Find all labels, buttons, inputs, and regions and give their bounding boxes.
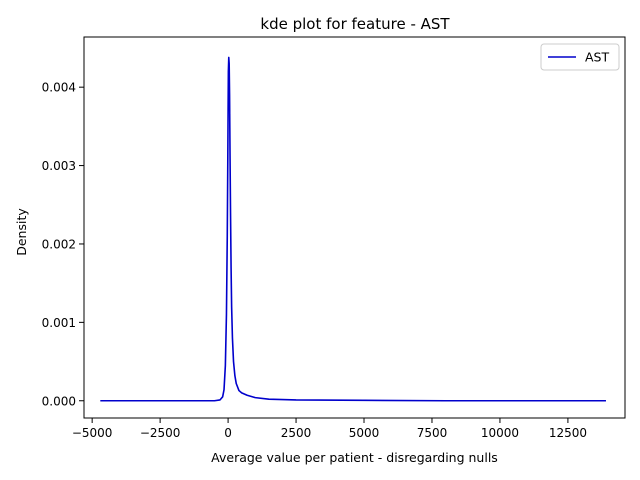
legend-label-ast: AST xyxy=(585,50,609,65)
chart-title: kde plot for feature - AST xyxy=(260,15,450,33)
x-tick-label: 2500 xyxy=(281,426,312,440)
x-tick-label: −5000 xyxy=(72,426,113,440)
x-tick-label: 0 xyxy=(224,426,232,440)
x-tick-label: 12500 xyxy=(549,426,587,440)
x-tick-label: 7500 xyxy=(417,426,448,440)
y-tick-label: 0.000 xyxy=(42,394,76,408)
x-axis-ticks: −5000 −2500 0 2500 5000 7500 10000 12500 xyxy=(72,418,587,440)
plot-area xyxy=(84,37,625,418)
y-axis-label: Density xyxy=(14,208,29,256)
y-tick-label: 0.004 xyxy=(42,81,76,95)
x-axis-label: Average value per patient - disregarding… xyxy=(211,450,498,465)
legend-box xyxy=(540,43,620,71)
x-tick-label: 10000 xyxy=(481,426,519,440)
y-tick-label: 0.001 xyxy=(42,316,76,330)
y-tick-label: 0.002 xyxy=(42,237,76,251)
y-tick-label: 0.003 xyxy=(42,159,76,173)
legend: AST xyxy=(540,43,620,71)
plot-frame xyxy=(83,36,626,419)
x-tick-label: −2500 xyxy=(140,426,181,440)
y-axis-ticks: 0.000 0.001 0.002 0.003 0.004 xyxy=(42,81,84,408)
series-line-ast xyxy=(100,56,606,402)
x-tick-label: 5000 xyxy=(349,426,380,440)
